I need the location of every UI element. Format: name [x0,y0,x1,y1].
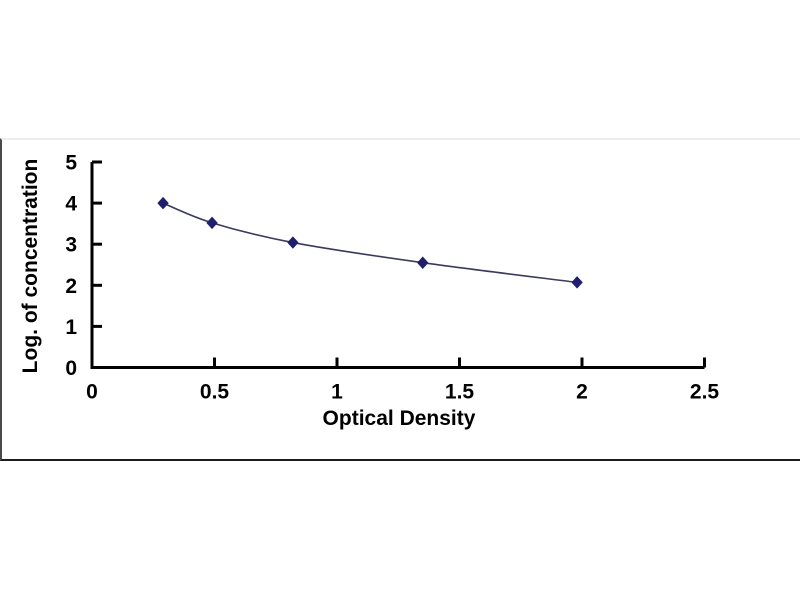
axes: 0 1 2 3 4 5 0 0.5 1 1.5 2 2.5 [65,152,719,404]
data-point-marker [206,216,218,230]
x-tick-label: 0.5 [200,381,230,404]
y-axis-title: Log. of concentration [19,159,42,374]
data-point-marker [417,256,429,269]
data-point-marker [157,196,169,210]
data-point-marker [287,236,299,249]
chart-image-frame [0,138,800,461]
y-tick-label: 0 [65,357,77,380]
x-tick-label: 1.5 [445,381,475,404]
x-tick-label: 1 [331,381,343,404]
x-axis-title: Optical Density [323,407,476,430]
y-tick-label: 4 [65,193,77,216]
data-series [157,196,583,289]
data-point-marker [571,276,583,289]
x-tick-label: 0 [86,381,98,404]
curve-line [162,202,578,284]
y-tick-label: 2 [65,275,77,298]
x-tick-label: 2 [576,381,588,404]
x-tick-label: 2.5 [690,381,720,404]
y-tick-label: 1 [65,316,77,339]
axis-lines [90,162,705,369]
y-tick-label: 5 [65,152,77,175]
y-tick-label: 3 [65,234,77,257]
